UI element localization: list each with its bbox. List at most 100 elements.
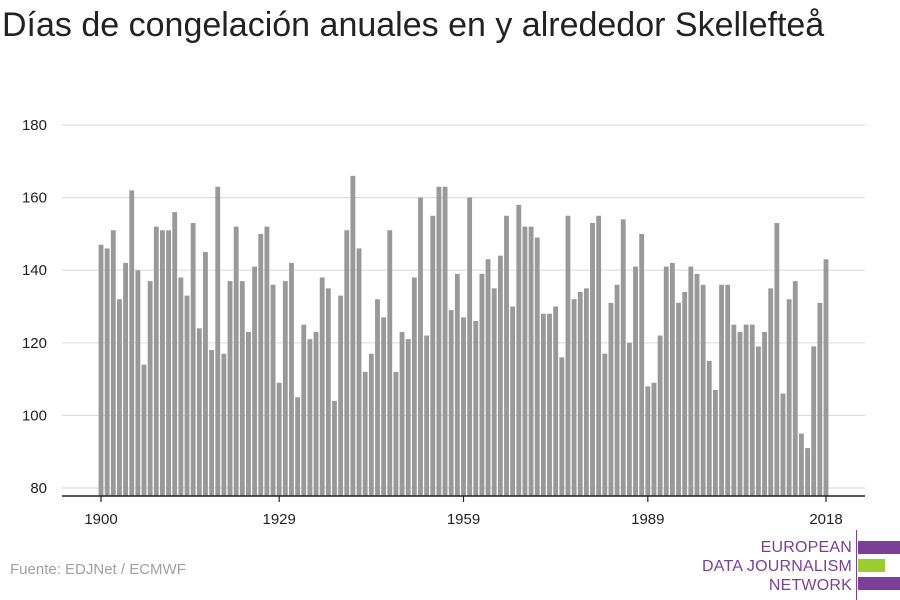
bar-1945 (375, 299, 380, 496)
bar-1960 (467, 197, 473, 496)
bar-1964 (491, 288, 497, 496)
bar-1942 (356, 248, 362, 496)
bar-1959 (461, 317, 466, 496)
bar-1967 (510, 306, 516, 496)
bar-1932 (295, 397, 301, 496)
bar-1976 (565, 215, 571, 496)
bar-1931 (289, 262, 294, 496)
bar-1962 (479, 273, 485, 496)
bar-1924 (246, 331, 251, 496)
bar-2013 (792, 281, 798, 496)
bar-1988 (639, 233, 645, 496)
bar-1998 (700, 284, 706, 496)
bar-1911 (166, 230, 172, 496)
bar-1938 (332, 400, 337, 496)
bar-1970 (528, 226, 534, 496)
x-tick-label: 1929 (262, 511, 295, 528)
bar-1934 (307, 339, 313, 496)
bar-1969 (522, 226, 528, 496)
bar-1997 (694, 273, 700, 496)
bar-1993 (669, 262, 675, 496)
y-tick-label: 180 (22, 117, 47, 134)
bar-1941 (350, 175, 356, 496)
bar-1995 (682, 291, 688, 496)
bar-1901 (104, 248, 110, 496)
bar-1903 (117, 299, 122, 496)
bar-2001 (719, 284, 724, 496)
bar-2006 (749, 324, 755, 496)
bar-2015 (805, 448, 810, 496)
logo-line-1: EUROPEAN (760, 539, 852, 556)
bar-1928 (270, 284, 276, 496)
bar-1999 (706, 360, 712, 496)
bar-2011 (780, 393, 786, 496)
y-tick-label: 140 (22, 262, 47, 279)
bar-1915 (190, 223, 196, 496)
bar-2004 (737, 331, 743, 496)
x-tick-label: 1989 (631, 511, 664, 528)
axes: 80 100 120 140 160 180 1900 1929 1959 1989 2018 (22, 117, 865, 528)
logo-bar-middle (858, 559, 885, 572)
bar-1912 (172, 212, 178, 496)
bar-1909 (153, 226, 159, 496)
bar-1954 (430, 215, 436, 496)
bar-1940 (344, 230, 350, 496)
bar-1908 (147, 281, 153, 496)
bar-2014 (799, 433, 804, 496)
bar-1923 (239, 281, 245, 496)
bar-1939 (338, 295, 344, 496)
bar-1968 (516, 204, 522, 497)
bar-1913 (178, 277, 184, 496)
bar-1922 (233, 226, 239, 496)
bar-2000 (712, 389, 718, 496)
bar-1949 (399, 331, 405, 496)
source-note: Fuente: EDJNet / ECMWF (10, 561, 186, 578)
bar-1996 (688, 266, 694, 496)
x-tick-label: 1959 (447, 511, 480, 528)
bar-1937 (325, 288, 331, 496)
bar-1930 (282, 281, 288, 496)
bar-1974 (553, 306, 559, 496)
bar-1958 (454, 273, 460, 496)
bar-2010 (774, 223, 780, 496)
bar-1982 (602, 353, 608, 496)
bar-1977 (571, 299, 577, 496)
bar-1925 (252, 266, 258, 496)
bar-1971 (534, 237, 540, 496)
bar-2005 (743, 324, 749, 496)
bar-1902 (110, 230, 116, 496)
logo-divider (856, 530, 857, 600)
bar-1946 (381, 317, 387, 496)
bar-1917 (203, 252, 208, 496)
bar-1963 (485, 259, 491, 496)
bar-1992 (663, 266, 669, 496)
bar-1916 (196, 328, 202, 496)
bar-2018 (823, 259, 829, 496)
bar-2002 (725, 284, 731, 496)
x-tick-label: 1900 (84, 511, 117, 528)
bar-1973 (547, 313, 552, 496)
bar-1914 (184, 295, 190, 496)
logo-line-2: DATA JOURNALISM (702, 558, 852, 575)
bar-1978 (577, 291, 583, 496)
bar-1900 (98, 244, 104, 496)
bar-2012 (786, 299, 792, 496)
chart-title: Días de congelación anuales en y alreded… (2, 6, 825, 44)
bar-1948 (393, 371, 399, 496)
bar-1926 (258, 233, 264, 496)
bar-1975 (559, 357, 565, 496)
bar-2009 (768, 288, 774, 496)
bar-2008 (762, 331, 767, 496)
bar-1983 (608, 302, 614, 496)
bar-1985 (620, 219, 626, 496)
bar-1953 (424, 335, 430, 496)
logo-line-3: NETWORK (768, 577, 852, 594)
bar-1989 (645, 386, 651, 496)
y-tick-label: 160 (22, 190, 47, 207)
bar-1957 (448, 310, 454, 496)
bar-1936 (319, 277, 325, 496)
bar-1919 (215, 186, 221, 496)
y-tick-label: 100 (22, 407, 47, 424)
bar-2017 (817, 302, 823, 496)
